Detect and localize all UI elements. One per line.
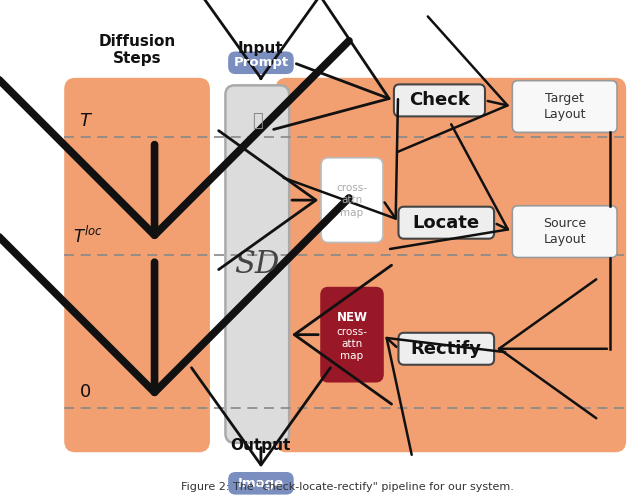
Text: 🔒: 🔒 bbox=[252, 112, 263, 130]
Text: $T$: $T$ bbox=[78, 111, 93, 130]
Text: Figure 2: The "check-locate-rectify" pipeline for our system.: Figure 2: The "check-locate-rectify" pip… bbox=[181, 482, 514, 492]
FancyBboxPatch shape bbox=[225, 85, 289, 443]
Text: cross-
attn
map: cross- attn map bbox=[336, 183, 367, 218]
FancyBboxPatch shape bbox=[394, 84, 485, 116]
FancyBboxPatch shape bbox=[276, 78, 626, 452]
FancyBboxPatch shape bbox=[228, 51, 293, 74]
Text: Target
Layout: Target Layout bbox=[544, 92, 586, 121]
FancyBboxPatch shape bbox=[512, 81, 617, 133]
Text: SD: SD bbox=[235, 248, 280, 280]
FancyBboxPatch shape bbox=[321, 158, 383, 242]
Text: Input: Input bbox=[238, 41, 284, 56]
Text: Check: Check bbox=[409, 91, 470, 109]
Text: $T^{loc}$: $T^{loc}$ bbox=[73, 226, 103, 247]
FancyBboxPatch shape bbox=[512, 206, 617, 258]
Text: Rectify: Rectify bbox=[411, 340, 482, 358]
FancyBboxPatch shape bbox=[228, 472, 293, 494]
Text: Source
Layout: Source Layout bbox=[543, 217, 586, 246]
FancyBboxPatch shape bbox=[321, 288, 383, 382]
Text: $0$: $0$ bbox=[78, 383, 91, 401]
FancyBboxPatch shape bbox=[64, 78, 210, 452]
Text: Diffusion
Steps: Diffusion Steps bbox=[98, 34, 175, 66]
Text: NEW: NEW bbox=[336, 311, 367, 324]
FancyBboxPatch shape bbox=[399, 333, 494, 365]
Text: Image: Image bbox=[238, 477, 284, 490]
FancyBboxPatch shape bbox=[399, 207, 494, 239]
Text: Prompt: Prompt bbox=[234, 56, 288, 69]
Text: cross-
attn
map: cross- attn map bbox=[336, 327, 367, 361]
Text: Output: Output bbox=[231, 438, 291, 453]
Text: Locate: Locate bbox=[413, 214, 480, 232]
